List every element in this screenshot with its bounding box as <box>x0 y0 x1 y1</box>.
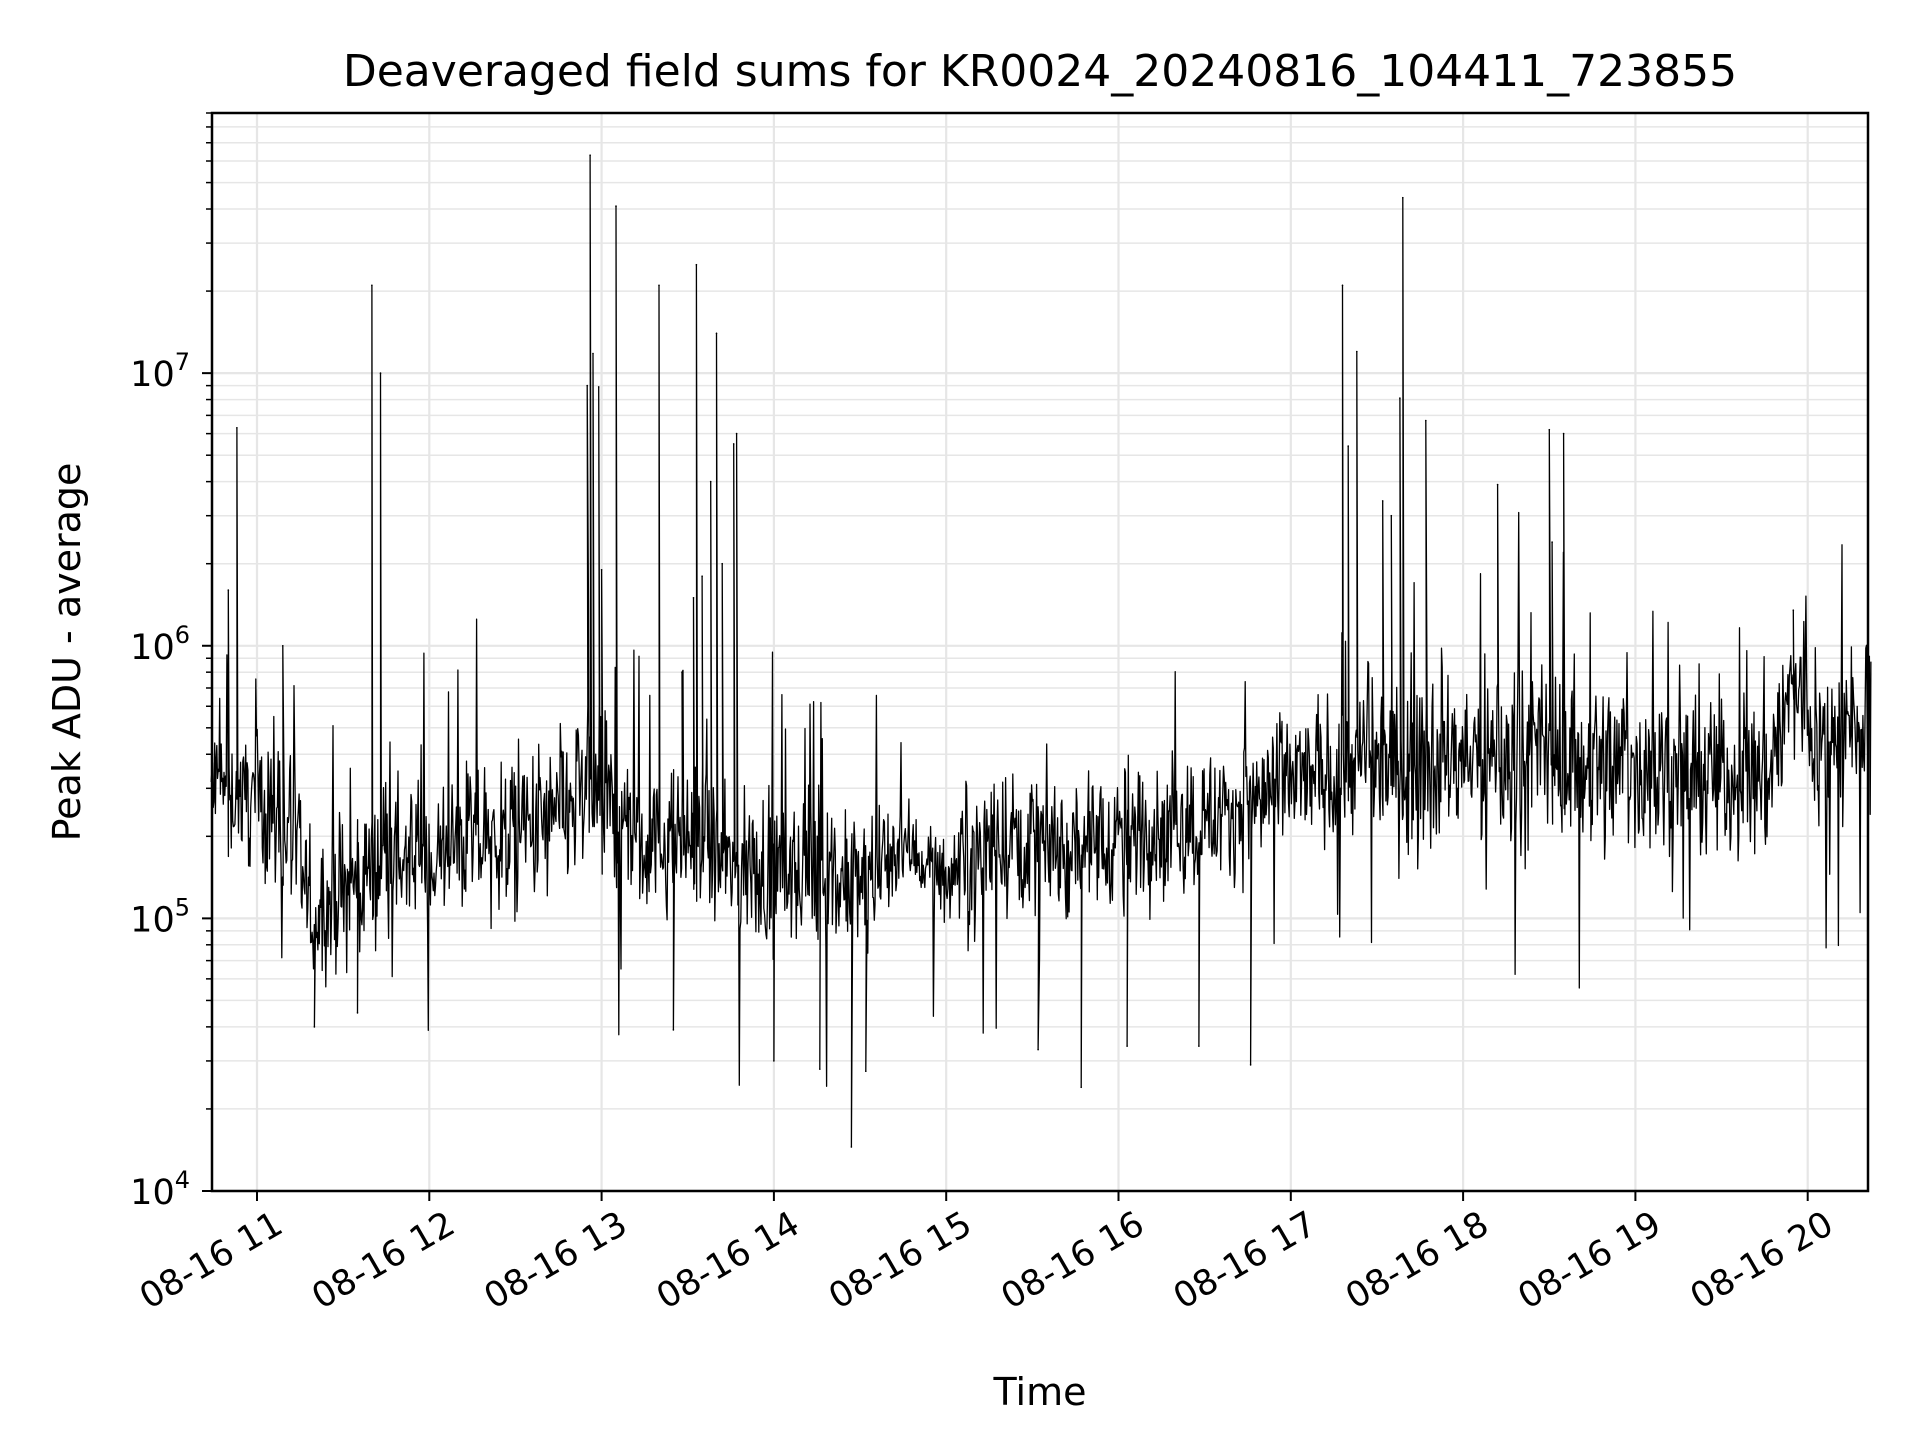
peak-point <box>1562 432 1565 435</box>
dip-point <box>1080 1086 1082 1089</box>
dip-point <box>1249 1064 1252 1066</box>
chart-title: Deaveraged field sums for KR0024_2024081… <box>343 46 1737 97</box>
peak-point <box>1381 500 1384 502</box>
peak-point <box>371 284 373 287</box>
y-axis-label: Peak ADU - average <box>45 463 89 842</box>
dip-point <box>773 1060 775 1062</box>
peak-point <box>732 443 735 445</box>
y-tick-label: 106 <box>130 621 190 668</box>
dip-point <box>865 1070 867 1072</box>
peak-point <box>1496 483 1499 486</box>
y-tick-label: 107 <box>130 348 190 395</box>
peak-point <box>282 645 284 647</box>
dip-point <box>1198 1045 1200 1047</box>
dip-point <box>819 1068 821 1070</box>
dip-point <box>672 1029 675 1031</box>
peak-point <box>1356 350 1358 353</box>
dip-point <box>313 1026 316 1028</box>
plot-frame <box>210 111 1870 1193</box>
peak-point <box>1425 419 1427 422</box>
y-axis: 104 105 106 107 <box>130 112 212 1213</box>
peak-point <box>227 589 230 591</box>
peak-point <box>615 205 617 207</box>
peak-point <box>379 372 382 374</box>
peak-point <box>1399 397 1401 399</box>
peak-point <box>658 284 660 287</box>
peak-point <box>1341 284 1344 287</box>
peak-point <box>692 597 695 599</box>
peak-point <box>1390 514 1393 517</box>
dip-point <box>1126 1045 1128 1047</box>
peak-point <box>1402 196 1404 199</box>
peak-point <box>695 263 698 266</box>
peak-point <box>589 154 591 156</box>
peak-point <box>1551 541 1553 543</box>
peak-point <box>236 427 238 429</box>
dip-point <box>850 1146 853 1148</box>
peak-point <box>715 332 718 335</box>
peak-point <box>735 432 738 435</box>
y-tick-label: 104 <box>130 1166 190 1213</box>
peak-point <box>586 384 588 387</box>
peak-point <box>701 575 703 577</box>
peak-point <box>597 386 600 388</box>
series-line <box>210 154 1872 1148</box>
dip-point <box>1037 1048 1039 1051</box>
dip-point <box>356 1012 359 1014</box>
series-path <box>210 154 1872 1148</box>
peak-point <box>1548 428 1551 431</box>
peak-point <box>592 352 594 355</box>
peak-point <box>709 480 712 483</box>
x-axis-label: Time <box>993 1370 1087 1414</box>
y-tick-label: 105 <box>130 893 190 940</box>
peak-point <box>600 569 603 571</box>
peak-point <box>1792 609 1795 611</box>
peak-point <box>1347 445 1349 447</box>
peak-point <box>681 671 683 673</box>
series-markers <box>227 154 1795 1148</box>
peak-point <box>721 562 723 565</box>
